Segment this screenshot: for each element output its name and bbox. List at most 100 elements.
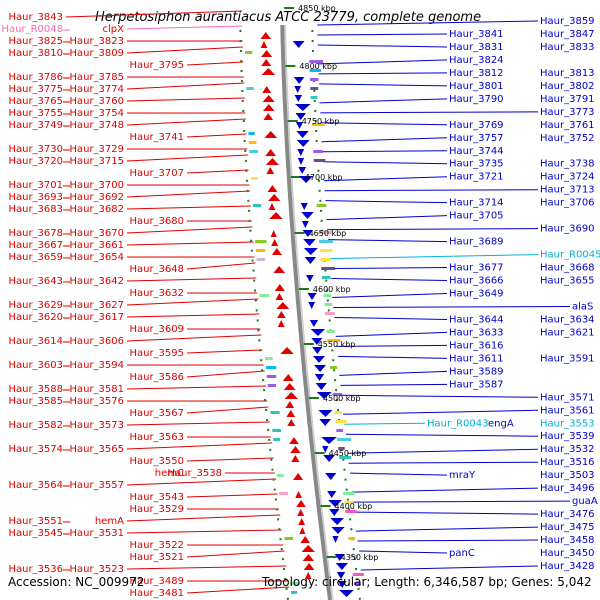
kbp-tick-label: 4350 kbp bbox=[341, 553, 379, 562]
left-annotation-bar bbox=[252, 204, 262, 207]
gene-label-outer-left: Haur_3582 bbox=[8, 420, 63, 431]
gene-labels: 4850 kbp 4800 kbp 4750 kbp 4700 kbp 4650 kbp… bbox=[2, 4, 600, 599]
left-strand-gene bbox=[290, 446, 301, 453]
left-connector-line bbox=[126, 82, 245, 90]
right-connector-line bbox=[326, 215, 448, 221]
right-strand-gene bbox=[312, 347, 323, 354]
right-annotation-bar bbox=[313, 150, 324, 153]
right-annotation-bar bbox=[310, 87, 319, 90]
gene-label-outer-left: Haur_3588 bbox=[8, 384, 63, 395]
right-annotation-bar bbox=[354, 582, 361, 585]
left-strand-gene bbox=[296, 500, 306, 507]
gene-label-inner-left: Haur_3531 bbox=[69, 528, 124, 539]
gene-label-outer-right: Haur_3690 bbox=[540, 224, 595, 235]
right-strand-gene bbox=[325, 473, 337, 480]
gene-features bbox=[245, 32, 364, 597]
gene-label-inner-left: Haur_3567 bbox=[129, 408, 184, 419]
right-strand-gene bbox=[296, 131, 309, 138]
gene-label-outer-right: Haur_3773 bbox=[540, 107, 595, 118]
right-connector-line bbox=[339, 370, 448, 376]
right-connector-line bbox=[320, 122, 448, 126]
left-connector-line bbox=[126, 442, 273, 450]
right-strand-gene bbox=[298, 176, 314, 183]
gene-label-inner-left: Haur_3557 bbox=[69, 480, 124, 491]
gene-label-inner-right: Haur_3790 bbox=[449, 94, 504, 105]
gene-label-inner-left: Haur_3576 bbox=[69, 396, 124, 407]
left-connector-line bbox=[186, 169, 249, 174]
left-connector-line bbox=[186, 349, 263, 354]
right-annotation-bar bbox=[339, 456, 351, 459]
right-strand-gene bbox=[297, 158, 305, 165]
right-annotation-bar bbox=[324, 303, 333, 306]
right-connector-line bbox=[338, 355, 448, 359]
gene-label-inner-left: Haur_3692 bbox=[69, 192, 124, 203]
genome-title: Herpetosiphon aurantiacus ATCC 23779, co… bbox=[95, 10, 482, 25]
gene-label-outer-left: Haur_3775 bbox=[8, 84, 63, 95]
right-connector-line bbox=[319, 98, 448, 104]
kbp-tick-label: 4500 kbp bbox=[323, 394, 361, 403]
gene-label-inner-left: Haur_3632 bbox=[129, 288, 184, 299]
right-annotation-bar bbox=[352, 573, 364, 576]
left-connector-line bbox=[126, 241, 254, 246]
gene-label-inner-left: Haur_3823 bbox=[69, 36, 124, 47]
gene-label-outer-right: Haur_3553 bbox=[540, 418, 595, 429]
left-connector-line bbox=[126, 226, 253, 234]
kbp-tick-label: 4550 kbp bbox=[318, 340, 356, 349]
right-annotation-bar bbox=[318, 231, 332, 234]
left-strand-gene bbox=[271, 239, 279, 246]
left-annotation-bar bbox=[250, 177, 258, 180]
gene-label-outer-right: Haur_3859 bbox=[540, 16, 595, 27]
gene-label-inner-left: Haur_3489 bbox=[129, 576, 184, 587]
right-strand-gene bbox=[330, 518, 344, 525]
gene-label-outer-right: Haur_3791 bbox=[540, 94, 595, 105]
right-strand-gene bbox=[304, 257, 317, 264]
kbp-tick-label: 4700 kbp bbox=[305, 173, 343, 182]
left-strand-gene bbox=[291, 455, 300, 462]
left-strand-gene bbox=[266, 167, 275, 174]
gene-label-inner-left: Haur_3661 bbox=[69, 240, 124, 251]
gene-label-outer-left: Haur_3629 bbox=[8, 300, 63, 311]
right-strand-gene bbox=[339, 590, 354, 597]
right-strand-gene bbox=[292, 41, 305, 48]
right-connector-line bbox=[332, 293, 448, 298]
right-strand-gene bbox=[301, 221, 309, 228]
gene-label-inner-left: Haur_3700 bbox=[69, 180, 124, 191]
left-strand-gene bbox=[284, 392, 298, 399]
right-annotation-bar bbox=[344, 501, 354, 504]
right-connector-line bbox=[318, 59, 448, 65]
right-connector-line bbox=[336, 344, 448, 347]
gene-label-outer-right: Haur_3450 bbox=[540, 548, 595, 559]
gene-label-inner-left: Haur_3729 bbox=[69, 144, 124, 155]
gene-label-outer-left: Haur_3574 bbox=[8, 444, 63, 455]
gene-label-outer-left: Haur_3667 bbox=[8, 240, 63, 251]
left-annotation-bar bbox=[272, 429, 282, 432]
left-annotation-bar bbox=[248, 132, 255, 135]
gene-label-inner-left: Haur_3617 bbox=[69, 312, 124, 323]
gene-label-inner-right: Haur_3769 bbox=[449, 120, 504, 131]
left-strand-gene bbox=[285, 401, 295, 408]
gene-label-inner-right: Haur_3689 bbox=[449, 237, 504, 248]
right-strand-gene bbox=[295, 122, 304, 129]
gene-label-outer-left: Haur_3659 bbox=[8, 252, 63, 263]
gene-label-inner-left: Haur_3573 bbox=[69, 420, 124, 431]
gene-label-inner-right: Haur_3589 bbox=[449, 366, 504, 377]
left-connector-line bbox=[126, 421, 270, 426]
gene-label-outer-right: Haur_3634 bbox=[540, 314, 595, 325]
genome-backbone bbox=[239, 7, 361, 600]
right-strand-gene bbox=[295, 113, 306, 120]
left-strand-gene bbox=[268, 194, 281, 201]
left-strand-gene bbox=[260, 41, 268, 48]
gene-label-outer-left: Haur_3585 bbox=[8, 396, 63, 407]
left-strand-gene bbox=[302, 554, 315, 561]
gene-label-inner-left: Haur_3654 bbox=[69, 252, 124, 263]
left-connector-line bbox=[186, 406, 269, 414]
gene-label-outer-right: Haur_3621 bbox=[540, 327, 595, 338]
left-strand-gene bbox=[298, 518, 306, 525]
right-connector-line bbox=[330, 267, 448, 270]
gene-label-outer-left: Haur_3545 bbox=[8, 528, 63, 539]
gene-label-inner-left: Haur_3481 bbox=[129, 588, 184, 599]
gene-label-outer-left: Haur_3564 bbox=[8, 480, 63, 491]
right-annotation-bar bbox=[309, 69, 321, 72]
right-annotation-bar bbox=[316, 204, 327, 207]
right-annotation-bar bbox=[319, 240, 333, 243]
